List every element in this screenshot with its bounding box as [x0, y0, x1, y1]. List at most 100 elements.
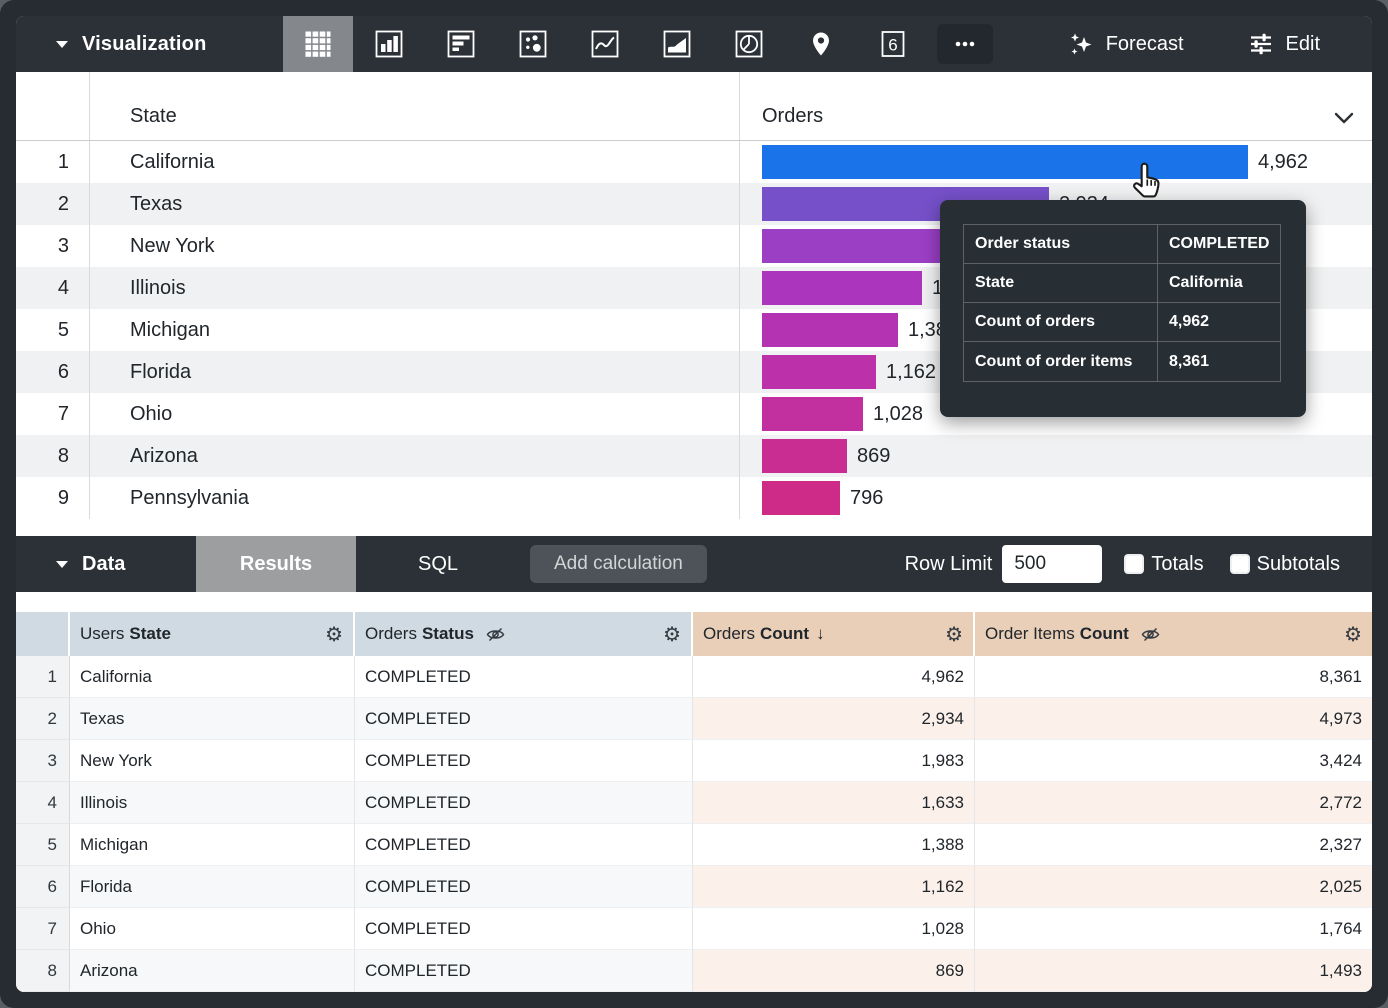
order-items-count-cell[interactable]: 2,025: [975, 866, 1372, 908]
viz-table-row: 8 Arizona 869: [16, 435, 1372, 477]
subtotals-checkbox[interactable]: [1229, 554, 1250, 574]
orders-bar[interactable]: [762, 229, 956, 263]
column-header-orders-status[interactable]: Orders Status ⚙: [355, 612, 693, 656]
viz-table-header: State Orders: [16, 72, 1372, 141]
orders-bar[interactable]: [762, 397, 863, 431]
tooltip-label: Order status: [964, 225, 1158, 263]
viz-state-cell: California: [90, 141, 740, 183]
viz-type-map-button[interactable]: [785, 16, 857, 72]
orders-status-cell[interactable]: COMPLETED: [355, 824, 693, 866]
orders-bar[interactable]: [762, 481, 840, 515]
users-state-cell[interactable]: Arizona: [70, 950, 355, 992]
row-number-cell: 1: [16, 656, 70, 698]
orders-status-cell[interactable]: COMPLETED: [355, 782, 693, 824]
order-items-count-cell[interactable]: 1,764: [975, 908, 1372, 950]
subtotals-toggle[interactable]: Subtotals: [1229, 553, 1340, 576]
orders-status-cell[interactable]: COMPLETED: [355, 908, 693, 950]
orders-count-cell[interactable]: 1,028: [693, 908, 975, 950]
orders-bar[interactable]: [762, 439, 847, 473]
viz-type-scatter-button[interactable]: [497, 16, 569, 72]
single-value-icon: 6: [881, 31, 905, 57]
totals-checkbox[interactable]: [1124, 554, 1145, 574]
bar-chart-icon: [447, 30, 475, 58]
viz-type-column-button[interactable]: [353, 16, 425, 72]
viz-state-column-header[interactable]: State: [90, 72, 740, 140]
viz-orders-cell: 869: [740, 435, 1372, 477]
tooltip-row: Count of orders 4,962: [964, 303, 1280, 342]
edit-button[interactable]: Edit: [1248, 16, 1320, 72]
orders-status-cell[interactable]: COMPLETED: [355, 698, 693, 740]
orders-count-cell[interactable]: 2,934: [693, 698, 975, 740]
viz-type-single-value-button[interactable]: 6: [857, 16, 929, 72]
orders-count-cell[interactable]: 1,983: [693, 740, 975, 782]
users-state-cell[interactable]: Florida: [70, 866, 355, 908]
column-header-order-items-count[interactable]: Order Items Count ⚙: [975, 612, 1372, 656]
orders-count-cell[interactable]: 869: [693, 950, 975, 992]
gear-icon[interactable]: ⚙: [1344, 622, 1362, 646]
viz-type-bar-button[interactable]: [425, 16, 497, 72]
orders-bar[interactable]: [762, 355, 876, 389]
orders-bar[interactable]: [762, 313, 898, 347]
orders-bar[interactable]: [762, 145, 1248, 179]
orders-count-cell[interactable]: 1,633: [693, 782, 975, 824]
visualization-section-toggle[interactable]: Visualization: [16, 16, 283, 72]
orders-status-cell[interactable]: COMPLETED: [355, 740, 693, 782]
users-state-cell[interactable]: Ohio: [70, 908, 355, 950]
orders-bar[interactable]: [762, 271, 922, 305]
tooltip-value: California: [1169, 274, 1243, 291]
order-items-count-cell[interactable]: 2,327: [975, 824, 1372, 866]
viz-type-area-button[interactable]: [641, 16, 713, 72]
chevron-down-icon[interactable]: [1334, 112, 1354, 124]
viz-type-pie-button[interactable]: [713, 16, 785, 72]
viz-state-cell: Florida: [90, 351, 740, 393]
eye-slash-icon: [1141, 627, 1160, 641]
viz-row-number: 3: [16, 225, 90, 267]
row-limit-input[interactable]: [1002, 545, 1103, 583]
add-calculation-button[interactable]: Add calculation: [530, 545, 707, 583]
orders-bar-value: 796: [850, 486, 884, 509]
users-state-cell[interactable]: Texas: [70, 698, 355, 740]
data-table-body: 1 California COMPLETED 4,962 8,361 2 Texas COMP…: [16, 656, 1372, 992]
users-state-cell[interactable]: New York: [70, 740, 355, 782]
viz-table-row: 7 Ohio 1,028: [16, 393, 1372, 435]
viz-row-number: 8: [16, 435, 90, 477]
viz-state-cell: New York: [90, 225, 740, 267]
order-items-count-cell[interactable]: 4,973: [975, 698, 1372, 740]
orders-count-cell[interactable]: 1,162: [693, 866, 975, 908]
column-header-users-state[interactable]: Users State ⚙: [70, 612, 355, 656]
caret-down-icon: [56, 40, 68, 48]
users-state-cell[interactable]: California: [70, 656, 355, 698]
gear-icon[interactable]: ⚙: [325, 622, 343, 646]
viz-orders-cell: 1,162: [740, 351, 1372, 393]
orders-count-cell[interactable]: 4,962: [693, 656, 975, 698]
order-items-count-cell[interactable]: 8,361: [975, 656, 1372, 698]
orders-status-cell[interactable]: COMPLETED: [355, 656, 693, 698]
orders-bar-value: 1,028: [873, 402, 924, 425]
tooltip-value: 8,361: [1169, 352, 1210, 370]
forecast-button[interactable]: Forecast: [1068, 16, 1184, 72]
orders-count-cell[interactable]: 1,388: [693, 824, 975, 866]
pie-chart-icon: [735, 30, 763, 58]
orders-status-cell[interactable]: COMPLETED: [355, 866, 693, 908]
gear-icon[interactable]: ⚙: [663, 622, 681, 646]
viz-table-row: 1 California 4,962: [16, 141, 1372, 183]
viz-type-table-button[interactable]: [283, 16, 353, 72]
orders-status-cell[interactable]: COMPLETED: [355, 950, 693, 992]
users-state-cell[interactable]: Illinois: [70, 782, 355, 824]
data-table-row: 4 Illinois COMPLETED 1,633 2,772: [16, 782, 1372, 824]
data-section-toggle[interactable]: Data: [16, 553, 196, 576]
tab-sql[interactable]: SQL: [417, 552, 459, 575]
order-items-count-cell[interactable]: 2,772: [975, 782, 1372, 824]
column-header-orders-count[interactable]: Orders Count ↓ ⚙: [693, 612, 975, 656]
gear-icon[interactable]: ⚙: [945, 622, 963, 646]
row-number-cell: 3: [16, 740, 70, 782]
users-state-cell[interactable]: Michigan: [70, 824, 355, 866]
data-title: Data: [82, 552, 126, 575]
tab-results[interactable]: Results: [196, 536, 356, 592]
viz-type-line-button[interactable]: [569, 16, 641, 72]
order-items-count-cell[interactable]: 1,493: [975, 950, 1372, 992]
viz-type-more-button[interactable]: [929, 16, 1001, 72]
viz-orders-column-header[interactable]: Orders: [740, 72, 1372, 140]
order-items-count-cell[interactable]: 3,424: [975, 740, 1372, 782]
totals-toggle[interactable]: Totals: [1124, 553, 1204, 576]
